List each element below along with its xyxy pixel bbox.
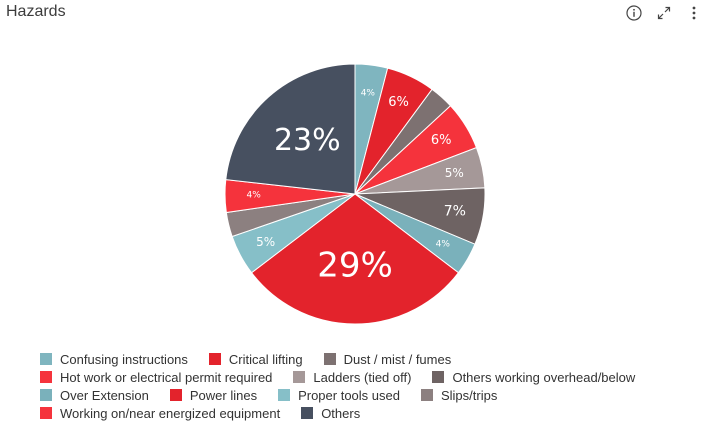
pie-slice-label-7: 29% (317, 246, 393, 286)
pie-chart: 4% 6% 6% 5% 7% 4% 29% 5% 4% 23% (224, 63, 486, 325)
legend-label-0: Confusing instructions (60, 351, 188, 367)
legend-row-2: Over Extension Power lines Proper tools us… (40, 386, 710, 404)
legend-label-10: Working on/near energized equipment (60, 405, 281, 421)
legend-swatch-5 (432, 371, 445, 383)
pie-slice-label-8: 5% (256, 235, 275, 249)
legend-swatch-3 (40, 371, 52, 383)
legend-item-1[interactable]: Critical lifting (208, 351, 303, 367)
legend-swatch-2 (323, 353, 336, 365)
legend-label-8: Proper tools used (298, 387, 400, 403)
legend-row-3: Working on/near energized equipment Other… (40, 404, 710, 422)
legend-swatch-4 (293, 371, 306, 383)
legend-row-1: Hot work or electrical permit required La… (40, 368, 710, 386)
pie-slice-label-10: 4% (246, 191, 261, 201)
legend-swatch-0 (40, 353, 52, 365)
legend-item-3[interactable]: Hot work or electrical permit required (40, 370, 272, 385)
legend-item-7[interactable]: Power lines (169, 387, 258, 403)
legend-label-4: Ladders (tied off) (313, 369, 412, 385)
legend-swatch-7 (169, 389, 182, 401)
legend-item-5[interactable]: Others working overhead/below (432, 370, 635, 385)
legend-item-4[interactable]: Ladders (tied off) (293, 370, 411, 385)
chart-toolbar (625, 4, 703, 22)
pie-slice-label-3: 6% (431, 133, 452, 148)
pie-slice-11[interactable] (225, 63, 356, 195)
legend-swatch-8 (278, 389, 291, 401)
pie-slice-label-6: 4% (436, 240, 451, 250)
chart-legend: Confusing instructions Critical lifting Du… (40, 350, 710, 422)
expand-icon[interactable] (655, 4, 673, 22)
legend-label-7: Power lines (189, 387, 258, 403)
legend-item-2[interactable]: Dust / mist / fumes (323, 351, 452, 367)
pie-slice-label-5: 7% (444, 204, 466, 220)
legend-item-9[interactable]: Slips/trips (420, 387, 498, 403)
legend-label-1: Critical lifting (228, 351, 303, 367)
pie-slice-label-0: 4% (361, 88, 376, 98)
pie-slice-label-11: 23% (274, 123, 341, 158)
chart-title: Hazards (6, 3, 66, 20)
legend-swatch-9 (420, 389, 433, 401)
legend-label-2: Dust / mist / fumes (343, 351, 452, 367)
legend-label-3: Hot work or electrical permit required (60, 369, 273, 385)
more-vertical-icon[interactable] (685, 4, 703, 22)
legend-label-5: Others working overhead/below (452, 369, 636, 385)
legend-label-6: Over Extension (60, 387, 149, 403)
pie-slice-label-4: 5% (445, 166, 464, 180)
legend-label-9: Slips/trips (440, 387, 498, 403)
legend-item-6[interactable]: Over Extension (40, 388, 149, 403)
info-icon[interactable] (625, 4, 643, 22)
legend-swatch-1 (208, 353, 221, 365)
legend-swatch-11 (301, 407, 314, 419)
legend-item-8[interactable]: Proper tools used (278, 388, 400, 403)
legend-item-10[interactable]: Working on/near energized equipment (40, 406, 280, 421)
legend-item-11[interactable]: Others (301, 406, 360, 421)
legend-item-0[interactable]: Confusing instructions (40, 352, 188, 367)
legend-swatch-10 (40, 407, 52, 419)
pie-slice-label-1: 6% (388, 95, 409, 110)
legend-swatch-6 (40, 389, 52, 401)
legend-label-11: Others (321, 405, 361, 421)
legend-row-0: Confusing instructions Critical lifting Du… (40, 350, 710, 368)
pie-slice-7[interactable] (250, 193, 460, 325)
